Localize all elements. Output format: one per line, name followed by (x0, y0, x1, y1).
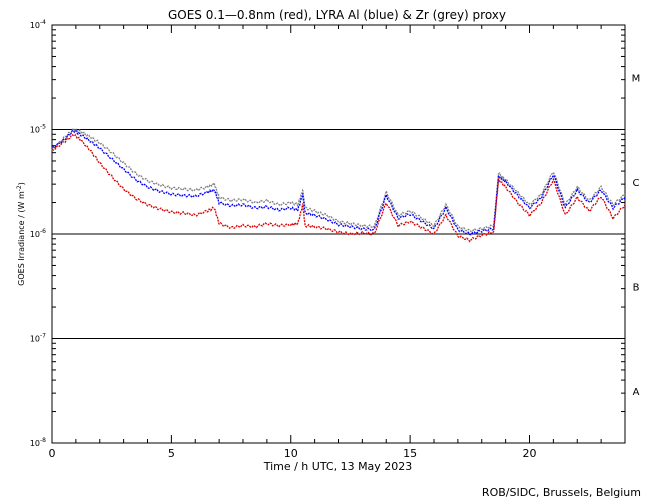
y-tick-base: 10 (30, 126, 40, 135)
x-tick-label: 20 (523, 447, 537, 460)
y-tick-exponent: -4 (40, 19, 46, 26)
y-tick-exponent: -6 (40, 228, 46, 235)
flare-class-label: C (633, 178, 640, 189)
y-tick-label: 10-7 (30, 333, 46, 344)
y-axis-label-close: ) (17, 182, 26, 185)
y-axis-ticks: 10-810-710-610-510-4 (30, 19, 625, 448)
series-line-al-blue (51, 129, 626, 236)
flare-class-label: A (633, 387, 640, 398)
y-tick-exponent: -7 (40, 333, 46, 340)
y-tick-base: 10 (30, 21, 40, 30)
y-tick-base: 10 (30, 439, 40, 448)
x-tick-label: 0 (49, 447, 56, 460)
y-tick-label: 10-8 (30, 437, 46, 448)
data-series (51, 127, 626, 243)
series-line-zr-grey (51, 127, 626, 233)
y-axis-label-text: GOES Irradiance / (W m (17, 191, 26, 286)
y-tick-base: 10 (30, 335, 40, 344)
y-tick-exponent: -8 (40, 437, 46, 444)
x-axis-label: Time / h UTC, 13 May 2023 (263, 460, 413, 473)
x-tick-label: 5 (168, 447, 175, 460)
y-axis-label-sup: -2 (16, 185, 23, 191)
credit-text: ROB/SIDC, Brussels, Belgium (482, 486, 641, 499)
y-tick-base: 10 (30, 230, 40, 239)
y-tick-exponent: -5 (40, 124, 46, 131)
chart-title: GOES 0.1—0.8nm (red), LYRA Al (blue) & Z… (168, 8, 506, 22)
flare-class-label: B (633, 282, 640, 293)
x-tick-label: 15 (403, 447, 417, 460)
flare-class-labels: A B C M (632, 73, 641, 398)
y-tick-label: 10-4 (30, 19, 46, 30)
flare-class-lines (52, 129, 625, 339)
x-axis-ticks: 0 5 10 15 20 (49, 25, 602, 460)
y-axis-label: GOES Irradiance / (W m-2) (16, 182, 26, 286)
y-tick-label: 10-5 (30, 124, 46, 135)
x-tick-label: 10 (284, 447, 298, 460)
series-line-goes-red (51, 133, 626, 243)
flare-class-label: M (632, 73, 641, 84)
y-tick-label: 10-6 (30, 228, 46, 239)
